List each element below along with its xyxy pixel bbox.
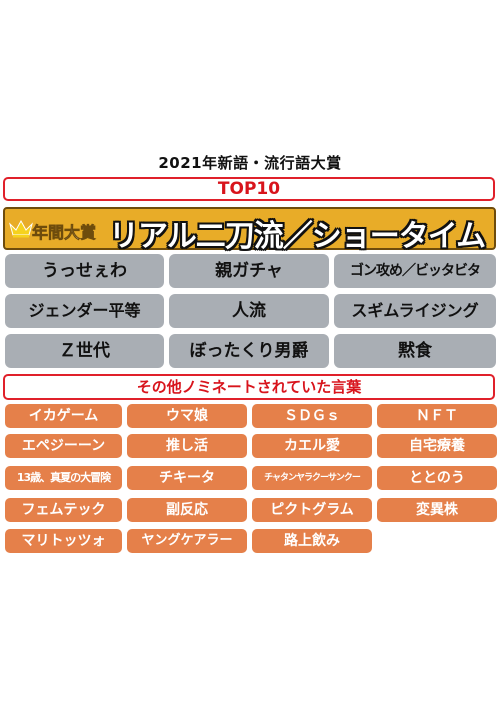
crown-icon bbox=[9, 219, 33, 238]
grand-prize-word: リアル二刀流／ショータイム bbox=[109, 219, 486, 254]
top10-item: 人流 bbox=[169, 294, 329, 328]
top10-item: うっせぇわ bbox=[5, 254, 164, 288]
page-title: 2021年新語・流行語大賞 bbox=[158, 154, 342, 172]
nominee-item: ＮＦＴ bbox=[377, 404, 497, 428]
grand-prize-box: 年間大賞 リアル二刀流／ショータイム bbox=[3, 207, 496, 254]
nominee-item: フェムテック bbox=[5, 498, 122, 522]
nominee-item: ととのう bbox=[377, 466, 497, 490]
nominee-item: チャタンヤラクーサンクー bbox=[252, 466, 372, 490]
nominee-item: ヤングケアラー bbox=[127, 529, 247, 553]
nominee-item: 副反応 bbox=[127, 498, 247, 522]
nominee-item: ピクトグラム bbox=[252, 498, 372, 522]
top10-item: ぼったくり男爵 bbox=[169, 334, 329, 368]
nominee-item: 自宅療養 bbox=[377, 434, 497, 458]
nominee-item: 推し活 bbox=[127, 434, 247, 458]
nominee-item: マリトッツォ bbox=[5, 529, 122, 553]
top10-item: スギムライジング bbox=[334, 294, 496, 328]
nominee-item: チキータ bbox=[127, 466, 247, 490]
nominee-item: イカゲーム bbox=[5, 404, 122, 428]
nominee-item: エペジーーン bbox=[5, 434, 122, 458]
top10-banner: TOP10 bbox=[3, 177, 495, 201]
top10-item: 親ガチャ bbox=[169, 254, 329, 288]
top10-item: 黙食 bbox=[334, 334, 496, 368]
grand-prize-label: 年間大賞 bbox=[32, 223, 97, 243]
nominee-item: 13歳、真夏の大冒険 bbox=[5, 466, 122, 490]
nominee-item: ＳＤＧｓ bbox=[252, 404, 372, 428]
nominee-item: 変異株 bbox=[377, 498, 497, 522]
nominees-banner: その他ノミネートされていた言葉 bbox=[3, 374, 495, 400]
nominee-item: カエル愛 bbox=[252, 434, 372, 458]
top10-item: ジェンダー平等 bbox=[5, 294, 164, 328]
nominee-item: 路上飲み bbox=[252, 529, 372, 553]
top10-item: ゴン攻め／ビッタビタ bbox=[334, 254, 496, 288]
nominee-item: ウマ娘 bbox=[127, 404, 247, 428]
top10-item: Ｚ世代 bbox=[5, 334, 164, 368]
